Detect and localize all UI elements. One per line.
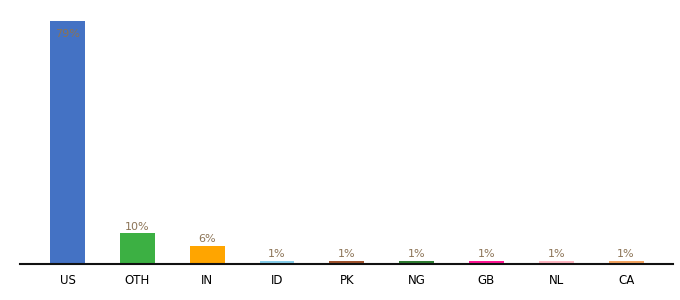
Text: 6%: 6%	[199, 234, 216, 244]
Bar	[260, 261, 294, 264]
Bar	[329, 261, 364, 264]
Text: 79%: 79%	[55, 29, 80, 39]
Text: 1%: 1%	[477, 249, 495, 260]
Bar	[190, 246, 224, 264]
Text: 1%: 1%	[408, 249, 426, 260]
Bar	[609, 261, 643, 264]
Bar	[469, 261, 504, 264]
Text: 10%: 10%	[125, 222, 150, 232]
Text: 1%: 1%	[338, 249, 356, 260]
Bar	[120, 233, 155, 264]
Bar	[539, 261, 574, 264]
Text: 1%: 1%	[547, 249, 565, 260]
Bar	[399, 261, 434, 264]
Text: 1%: 1%	[617, 249, 635, 260]
Bar	[50, 21, 85, 264]
Text: 1%: 1%	[268, 249, 286, 260]
